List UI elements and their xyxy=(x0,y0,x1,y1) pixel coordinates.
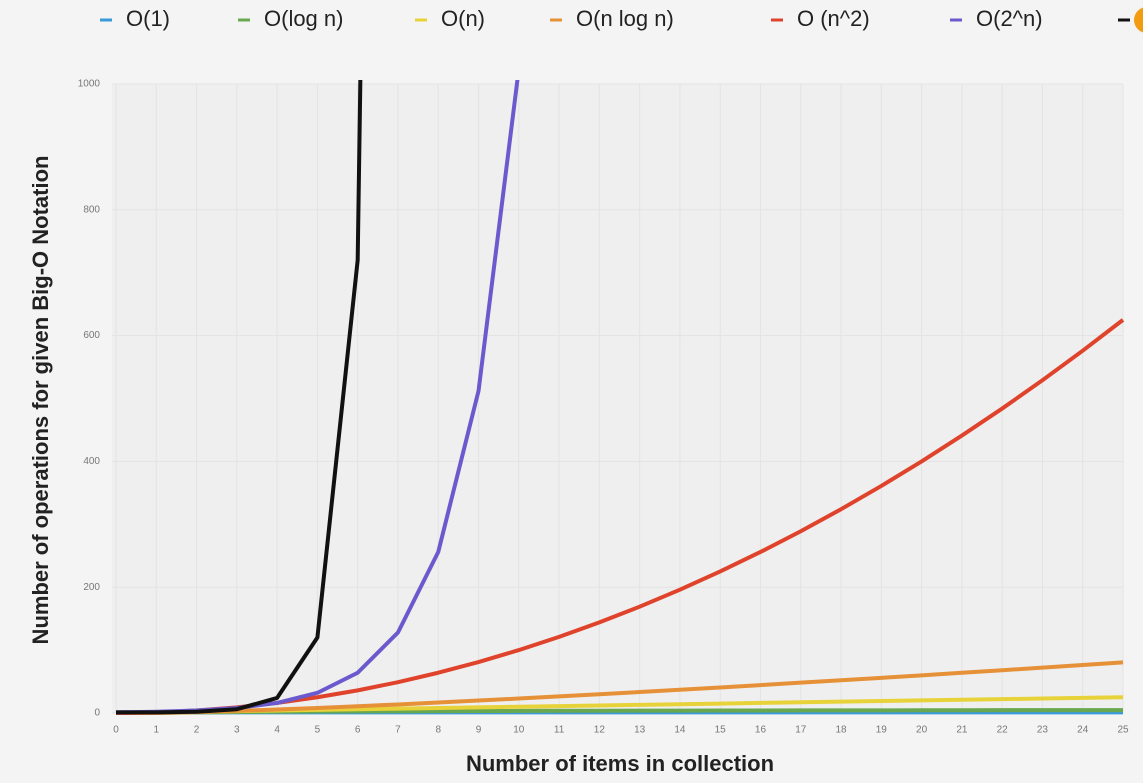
x-tick-label: 10 xyxy=(513,725,525,736)
x-tick-label: 15 xyxy=(715,725,727,736)
x-tick-label: 23 xyxy=(1037,725,1049,736)
x-tick-label: 0 xyxy=(113,725,119,736)
x-tick-label: 1 xyxy=(153,725,159,736)
legend-label: O(1) xyxy=(126,6,170,31)
y-tick-label: 0 xyxy=(94,708,100,719)
x-tick-label: 16 xyxy=(755,725,767,736)
x-tick-label: 20 xyxy=(916,725,928,736)
x-tick-label: 19 xyxy=(876,725,888,736)
x-tick-label: 22 xyxy=(997,725,1009,736)
x-tick-label: 24 xyxy=(1077,725,1089,736)
x-tick-label: 25 xyxy=(1117,725,1129,736)
plot-background xyxy=(112,84,1123,713)
legend-label: O (n^2) xyxy=(797,6,870,31)
legend-overflow-icon xyxy=(1134,7,1143,33)
x-tick-label: 2 xyxy=(194,725,200,736)
x-tick-label: 6 xyxy=(355,725,361,736)
series-line xyxy=(116,80,363,715)
y-tick-label: 800 xyxy=(83,204,100,215)
y-tick-label: 600 xyxy=(83,330,100,341)
y-axis-title: Number of operations for given Big-O Not… xyxy=(28,156,53,645)
series-line xyxy=(116,660,1124,715)
legend-label: O(2^n) xyxy=(976,6,1043,31)
x-tick-label: 8 xyxy=(435,725,441,736)
x-tick-label: 18 xyxy=(835,725,847,736)
x-tick-label: 4 xyxy=(274,725,280,736)
x-tick-label: 17 xyxy=(795,725,807,736)
x-tick-label: 7 xyxy=(395,725,401,736)
x-axis-title: Number of items in collection xyxy=(466,751,774,776)
x-tick-label: 9 xyxy=(476,725,482,736)
x-tick-label: 12 xyxy=(594,725,606,736)
legend-label: O(log n) xyxy=(264,6,343,31)
x-tick-label: 21 xyxy=(956,725,968,736)
legend-label: O(n) xyxy=(441,6,485,31)
x-tick-label: 3 xyxy=(234,725,240,736)
x-tick-label: 11 xyxy=(554,725,565,736)
x-tick-label: 13 xyxy=(634,725,646,736)
y-tick-label: 200 xyxy=(83,582,100,593)
y-tick-label: 1000 xyxy=(78,79,101,90)
x-tick-label: 14 xyxy=(674,725,686,736)
y-tick-label: 400 xyxy=(83,456,100,467)
x-tick-label: 5 xyxy=(315,725,321,736)
legend-label: O(n log n) xyxy=(576,6,674,31)
